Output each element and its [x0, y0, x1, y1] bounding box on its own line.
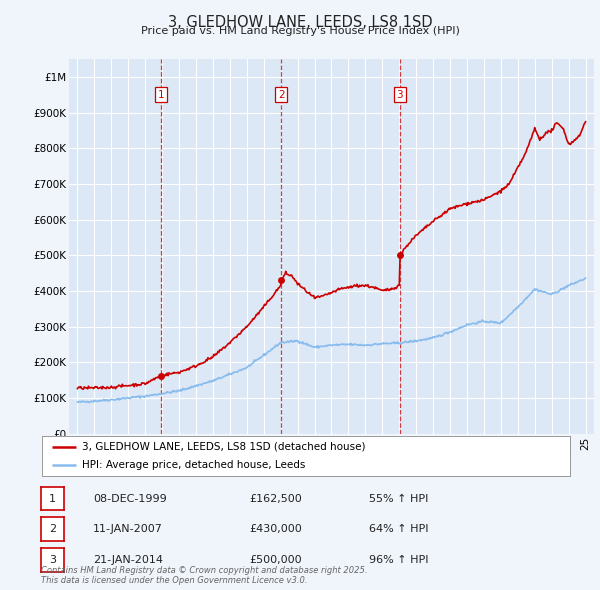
- Text: £430,000: £430,000: [249, 525, 302, 534]
- Text: 1: 1: [157, 90, 164, 100]
- Text: Price paid vs. HM Land Registry's House Price Index (HPI): Price paid vs. HM Land Registry's House …: [140, 26, 460, 36]
- Text: 08-DEC-1999: 08-DEC-1999: [93, 494, 167, 503]
- Text: £162,500: £162,500: [249, 494, 302, 503]
- Text: 3: 3: [397, 90, 403, 100]
- Text: 11-JAN-2007: 11-JAN-2007: [93, 525, 163, 534]
- Text: 3, GLEDHOW LANE, LEEDS, LS8 1SD: 3, GLEDHOW LANE, LEEDS, LS8 1SD: [167, 15, 433, 30]
- Text: 2: 2: [278, 90, 284, 100]
- Text: 96% ↑ HPI: 96% ↑ HPI: [369, 555, 428, 565]
- Text: £500,000: £500,000: [249, 555, 302, 565]
- Text: 3, GLEDHOW LANE, LEEDS, LS8 1SD (detached house): 3, GLEDHOW LANE, LEEDS, LS8 1SD (detache…: [82, 442, 365, 452]
- Text: 1: 1: [49, 494, 56, 503]
- Text: 21-JAN-2014: 21-JAN-2014: [93, 555, 163, 565]
- Text: 3: 3: [49, 555, 56, 565]
- Text: Contains HM Land Registry data © Crown copyright and database right 2025.
This d: Contains HM Land Registry data © Crown c…: [41, 566, 367, 585]
- Text: HPI: Average price, detached house, Leeds: HPI: Average price, detached house, Leed…: [82, 460, 305, 470]
- Text: 2: 2: [49, 525, 56, 534]
- Text: 55% ↑ HPI: 55% ↑ HPI: [369, 494, 428, 503]
- Text: 64% ↑ HPI: 64% ↑ HPI: [369, 525, 428, 534]
